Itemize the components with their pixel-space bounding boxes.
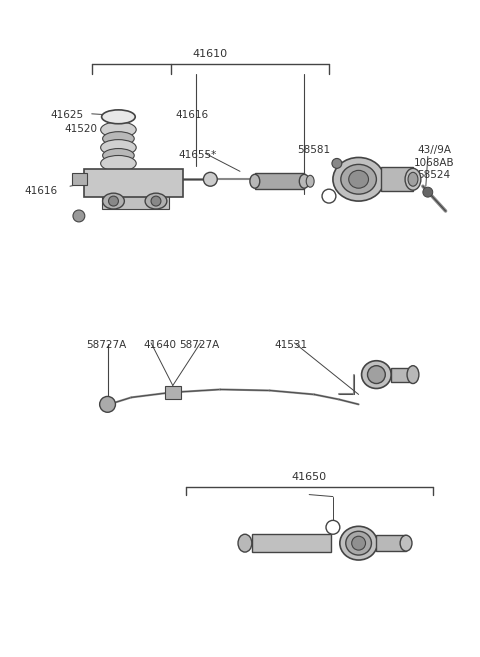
Text: 58727A: 58727A bbox=[86, 340, 126, 350]
Circle shape bbox=[100, 396, 116, 413]
Ellipse shape bbox=[352, 536, 366, 550]
Bar bbox=[84, 170, 183, 197]
Circle shape bbox=[332, 158, 342, 168]
Text: 43//9A: 43//9A bbox=[418, 145, 452, 154]
Ellipse shape bbox=[103, 193, 124, 209]
Circle shape bbox=[423, 187, 433, 197]
Text: 41531: 41531 bbox=[275, 340, 308, 350]
Text: 1068AB: 1068AB bbox=[414, 158, 455, 168]
Ellipse shape bbox=[238, 534, 252, 552]
Ellipse shape bbox=[407, 366, 419, 384]
Ellipse shape bbox=[340, 526, 377, 560]
Text: 41616: 41616 bbox=[24, 186, 58, 196]
Text: 58581: 58581 bbox=[297, 145, 330, 154]
Text: 41655*: 41655* bbox=[179, 150, 217, 160]
Circle shape bbox=[322, 189, 336, 203]
Ellipse shape bbox=[101, 122, 136, 137]
Bar bbox=[252, 534, 331, 552]
Circle shape bbox=[108, 196, 119, 206]
Ellipse shape bbox=[333, 158, 384, 201]
Ellipse shape bbox=[145, 193, 167, 209]
Bar bbox=[391, 368, 413, 382]
Text: 41616: 41616 bbox=[176, 110, 209, 120]
Bar bbox=[102, 193, 169, 209]
Text: 58727A: 58727A bbox=[179, 340, 219, 350]
Text: 41640: 41640 bbox=[143, 340, 176, 350]
Text: 41520: 41520 bbox=[64, 124, 97, 134]
Text: 41650: 41650 bbox=[292, 472, 327, 482]
Ellipse shape bbox=[102, 110, 135, 124]
Ellipse shape bbox=[306, 175, 314, 187]
Ellipse shape bbox=[361, 361, 391, 388]
Ellipse shape bbox=[250, 174, 260, 188]
Ellipse shape bbox=[101, 139, 136, 156]
Ellipse shape bbox=[405, 168, 421, 190]
Bar bbox=[255, 173, 304, 189]
Ellipse shape bbox=[400, 535, 412, 551]
Text: 58524: 58524 bbox=[417, 170, 450, 181]
Ellipse shape bbox=[349, 170, 369, 188]
Text: 41610: 41610 bbox=[193, 49, 228, 59]
Bar bbox=[165, 386, 180, 399]
Circle shape bbox=[204, 172, 217, 186]
Text: 41625: 41625 bbox=[50, 110, 84, 120]
Bar bbox=[72, 173, 87, 185]
Circle shape bbox=[326, 520, 340, 534]
Circle shape bbox=[151, 196, 161, 206]
Bar bbox=[381, 168, 413, 191]
Ellipse shape bbox=[341, 164, 376, 194]
Ellipse shape bbox=[300, 174, 309, 188]
Ellipse shape bbox=[408, 172, 418, 186]
Ellipse shape bbox=[346, 532, 372, 555]
Ellipse shape bbox=[103, 131, 134, 146]
Circle shape bbox=[73, 210, 85, 222]
Bar bbox=[376, 535, 406, 551]
Ellipse shape bbox=[103, 148, 134, 162]
Ellipse shape bbox=[368, 366, 385, 384]
Ellipse shape bbox=[101, 156, 136, 171]
